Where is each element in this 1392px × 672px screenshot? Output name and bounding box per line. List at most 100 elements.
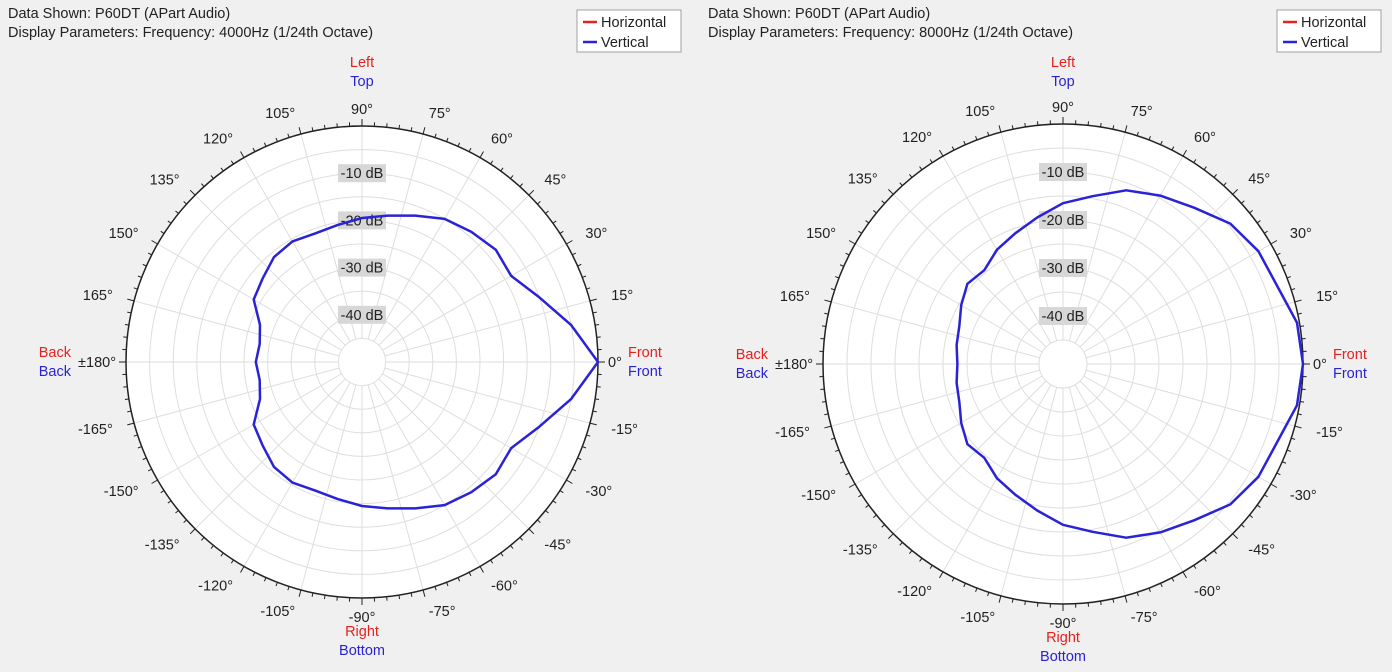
tick-mark <box>566 240 573 245</box>
angle-tick-label: -165° <box>78 422 113 438</box>
angle-tick-label: 45° <box>544 173 566 189</box>
tick-mark <box>298 589 302 597</box>
angle-tick-label: 150° <box>109 226 139 242</box>
series-line-vertical <box>252 214 600 510</box>
direction-top-0: Left <box>350 55 374 71</box>
radial-tick-label: -40 dB <box>341 308 384 324</box>
tick-mark <box>510 545 514 549</box>
legend-label-vertical: Vertical <box>1301 35 1349 51</box>
tick-mark <box>1264 494 1268 498</box>
tick-mark <box>951 577 955 582</box>
radial-label-bg <box>338 258 386 277</box>
tick-mark <box>821 401 827 403</box>
series-line-vertical <box>955 189 1305 539</box>
tick-mark <box>1203 557 1207 562</box>
grid-spoke <box>1083 243 1272 353</box>
angle-tick-label: -150° <box>801 488 836 504</box>
tick-mark <box>500 167 504 172</box>
tick-mark <box>1223 182 1227 186</box>
legend-box <box>1276 9 1382 53</box>
tick-mark <box>240 566 245 573</box>
grid-spoke <box>157 373 342 481</box>
angle-tick-label: -45° <box>544 537 571 553</box>
tick-mark <box>1213 550 1217 554</box>
tick-mark <box>446 582 449 587</box>
tick-mark <box>1294 425 1302 429</box>
grid-spoke <box>300 133 357 340</box>
tick-mark <box>263 577 267 582</box>
direction-bottom-1: Bottom <box>339 643 385 659</box>
tick-mark <box>1124 595 1128 603</box>
tick-mark <box>830 288 835 291</box>
tick-mark <box>1232 188 1239 195</box>
tick-mark <box>1171 577 1175 582</box>
tick-mark <box>167 500 172 504</box>
tick-mark <box>1241 524 1245 528</box>
polar-chart-1: Data Shown: P60DT (APart Audio) Display P… <box>8 6 682 659</box>
tick-mark <box>519 183 523 187</box>
tick-mark <box>189 528 196 535</box>
grid-spoke <box>367 384 424 591</box>
grid-spoke <box>1068 387 1126 596</box>
direction-back-0: Back <box>39 345 72 361</box>
direction-top-0: Left <box>1051 55 1075 71</box>
tick-mark <box>457 142 461 147</box>
tick-mark <box>848 483 856 488</box>
angle-tick-label: -90° <box>1050 616 1077 632</box>
tick-mark <box>252 147 256 152</box>
tick-mark <box>151 479 158 484</box>
tick-mark <box>142 263 147 267</box>
direction-front-0: Front <box>628 345 662 361</box>
angle-tick-label: 75° <box>429 106 451 122</box>
radial-label-bg <box>338 164 386 183</box>
radial-label-bg <box>1039 259 1087 277</box>
tick-mark <box>1276 252 1281 256</box>
direction-top-1: Top <box>350 74 373 90</box>
angle-tick-label: -135° <box>145 537 180 553</box>
grid-spoke <box>367 133 424 340</box>
angle-tick-label: -15° <box>1316 425 1343 441</box>
tick-mark <box>479 566 484 573</box>
tick-mark <box>919 166 923 171</box>
tick-mark <box>263 142 267 147</box>
tick-mark <box>1264 230 1268 234</box>
tick-mark <box>1270 483 1278 488</box>
radial-tick-label: -10 dB <box>1042 165 1085 181</box>
axis-ticks <box>816 117 1310 611</box>
tick-mark <box>147 252 152 256</box>
tick-mark <box>1100 600 1102 606</box>
grid-spoke <box>157 243 342 351</box>
tick-mark <box>398 124 401 129</box>
tick-mark <box>1124 125 1128 133</box>
tick-mark <box>252 572 256 577</box>
radial-tick-label: -30 dB <box>1042 261 1085 277</box>
legend-label-vertical: Vertical <box>601 35 649 51</box>
tick-mark <box>887 188 894 195</box>
tick-mark <box>975 587 978 592</box>
angle-tick-label: -150° <box>104 484 139 500</box>
tick-mark <box>559 490 564 494</box>
tick-mark <box>220 552 224 557</box>
radial-label-bg <box>1039 163 1087 181</box>
angle-tick-label: 90° <box>351 102 373 118</box>
tick-mark <box>528 528 535 535</box>
angle-tick-label: 0° <box>608 355 622 371</box>
grid-spoke <box>243 382 351 567</box>
grid-spoke <box>133 367 340 424</box>
tick-mark <box>998 125 1002 133</box>
tick-mark <box>1193 159 1197 163</box>
tick-mark <box>824 312 829 315</box>
tick-mark <box>824 413 829 416</box>
tick-mark <box>1171 146 1175 151</box>
angle-tick-label: 105° <box>965 104 995 120</box>
tick-mark <box>929 159 933 163</box>
tick-mark <box>298 127 302 135</box>
tick-mark <box>998 595 1002 603</box>
tick-mark <box>127 298 135 302</box>
angle-tick-label: -105° <box>960 610 995 626</box>
tick-mark <box>446 137 449 142</box>
grid-spoke <box>892 193 1047 348</box>
angle-tick-label: -165° <box>775 425 810 441</box>
tick-mark <box>1294 299 1302 303</box>
